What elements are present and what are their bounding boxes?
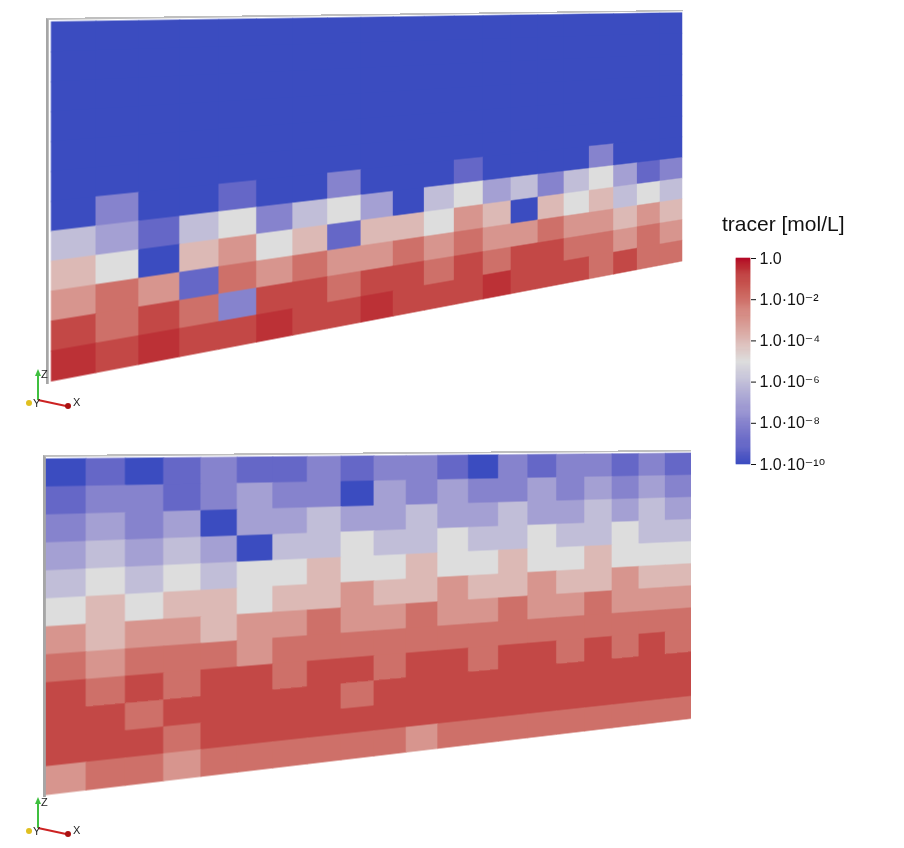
- svg-text:Z: Z: [41, 796, 48, 808]
- svg-text:Z: Z: [41, 368, 48, 380]
- svg-text:1.0·10⁻⁶: 1.0·10⁻⁶: [760, 373, 820, 390]
- svg-text:1.0·10⁻²: 1.0·10⁻²: [760, 291, 820, 308]
- svg-text:X: X: [73, 824, 81, 836]
- svg-text:1.0·10⁻¹⁰: 1.0·10⁻¹⁰: [760, 456, 826, 473]
- svg-text:1.0: 1.0: [760, 250, 782, 267]
- svg-text:X: X: [73, 396, 81, 408]
- svg-text:Y: Y: [33, 825, 41, 837]
- svg-text:1.0·10⁻⁸: 1.0·10⁻⁸: [760, 414, 821, 431]
- svg-text:1.0·10⁻⁴: 1.0·10⁻⁴: [760, 332, 821, 349]
- svg-text:Y: Y: [33, 397, 41, 409]
- html-text:tracer [mol/L]: tracer [mol/L]: [722, 212, 845, 235]
